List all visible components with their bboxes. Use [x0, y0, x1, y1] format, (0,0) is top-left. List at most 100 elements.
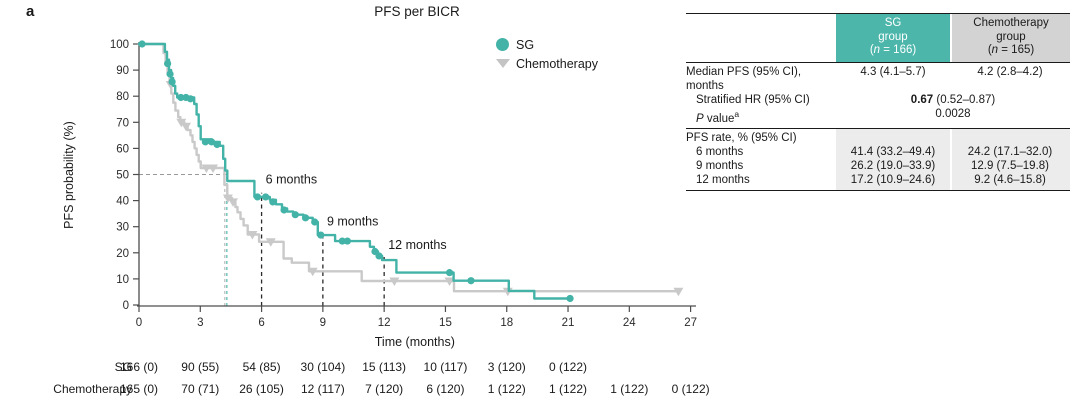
censor-mark-circle — [213, 140, 221, 149]
stratified-hr-row: Stratified HR (95% CI) 0.67 (0.52–0.87) — [686, 93, 1070, 107]
sg-header-line2: group — [878, 30, 908, 43]
landmark-label: 9 months — [327, 214, 378, 228]
risk-row-label: Chemotherapy — [53, 382, 132, 396]
censor-mark-circle — [177, 93, 185, 102]
x-axis-label: Time (months) — [375, 335, 455, 349]
p-value-row: P valuea 0.0028 — [686, 107, 1070, 126]
sg-circle-icon — [496, 38, 509, 51]
rate-empty-chemo — [950, 131, 1070, 145]
censor-mark-circle — [201, 138, 209, 146]
rate-12mo-chemo: 9.2 (4.6–15.8) — [974, 174, 1046, 187]
censor-mark-circle — [338, 237, 346, 245]
risk-table-value: 90 (55) — [181, 360, 219, 374]
sg-header-line1: SG — [884, 17, 902, 29]
censor-mark-triangle — [307, 267, 318, 277]
y-tick-label: 100 — [110, 39, 129, 51]
x-tick-label: 15 — [439, 317, 452, 329]
chemo-header-line2: group — [996, 30, 1026, 43]
table-bottom-rule — [686, 190, 1070, 192]
rate-shading-sg — [836, 129, 950, 191]
pfs-rate-header-row: PFS rate, % (95% CI) — [686, 131, 1070, 145]
risk-table-value: 3 (120) — [488, 360, 526, 374]
risk-table-value: 1 (122) — [549, 382, 587, 396]
censor-mark-circle — [291, 211, 299, 219]
rate-row-9mo: 9 months 26.2 (19.0–33.9) 12.9 (7.5–19.8… — [686, 159, 1070, 173]
axes: 0 10 20 30 40 50 60 70 80 90 100 0 3 6 9 12 15 18 21 24 27 Ti… — [62, 39, 697, 349]
censor-mark-circle — [301, 214, 310, 222]
censor-mark-circle — [168, 78, 176, 86]
rate-6mo-chemo: 24.2 (17.1–32.0) — [967, 146, 1053, 159]
risk-table-value: 166 (0) — [120, 360, 158, 374]
rate-6mo-label: 6 months — [696, 146, 744, 159]
table-top-rule — [686, 13, 1070, 14]
censor-mark-circle — [375, 252, 383, 260]
censor-mark-circle — [317, 231, 325, 239]
censor-mark-triangle — [265, 238, 276, 247]
median-pfs-row: Median PFS (95% CI), months 4.3 (4.1–5.7… — [686, 65, 1070, 93]
landmark-label: 12 months — [388, 238, 446, 252]
x-tick-label: 18 — [500, 317, 513, 329]
rate-9mo-label: 9 months — [696, 160, 744, 173]
risk-table-value: 1 (122) — [610, 382, 648, 396]
median-pfs-chemo-value: 4.2 (2.8–4.2) — [977, 65, 1043, 78]
censor-mark-circle — [311, 218, 319, 226]
x-tick-label: 27 — [684, 317, 697, 329]
censor-mark-circle — [186, 95, 195, 103]
y-tick-label: 60 — [116, 143, 129, 155]
rate-empty-sg — [836, 131, 950, 145]
stats-table: SG group (n = 166) Chemotherapy group (n… — [686, 13, 1070, 192]
censor-mark-circle — [166, 70, 174, 78]
censor-mark-triangle — [673, 287, 684, 297]
stats-header-spacer — [686, 14, 836, 62]
censor-mark-triangle — [208, 164, 218, 173]
y-tick-label: 0 — [123, 300, 129, 312]
x-tick-label: 6 — [258, 317, 264, 329]
stats-header-chemotherapy: Chemotherapy group (n = 165) — [952, 14, 1070, 62]
censor-mark-triangle — [389, 277, 400, 286]
stats-body: Median PFS (95% CI), months 4.3 (4.1–5.7… — [686, 63, 1070, 129]
chemotherapy-curve — [137, 42, 684, 297]
risk-table-value: 70 (71) — [181, 382, 219, 396]
median-reference-lines — [139, 173, 228, 306]
censor-mark-circle — [445, 269, 454, 277]
censor-mark-triangle — [222, 194, 233, 203]
y-tick-label: 10 — [116, 274, 129, 286]
risk-table-value: 1 (122) — [488, 382, 526, 396]
rate-12mo-label: 12 months — [696, 174, 750, 187]
censor-mark-circle — [269, 198, 277, 206]
legend-item-sg: SG — [496, 35, 598, 54]
y-axis-label: PFS probability (%) — [62, 121, 76, 229]
chemo-header-n: (n = 165) — [987, 44, 1035, 56]
censor-mark-circle — [467, 277, 475, 285]
censor-mark-circle — [164, 59, 172, 68]
censor-mark-triangle — [181, 122, 191, 132]
x-tick-label: 24 — [623, 317, 636, 329]
x-tick-label: 0 — [136, 317, 142, 329]
chart-title: PFS per BICR — [374, 4, 460, 19]
rate-shading-chemo — [952, 129, 1070, 191]
censor-mark-circle — [253, 193, 262, 201]
stratified-hr-label: Stratified HR (95% CI) — [696, 93, 810, 106]
y-tick-label: 50 — [116, 170, 129, 182]
risk-table-value: 10 (117) — [424, 360, 468, 374]
x-tick-label: 9 — [320, 317, 326, 329]
rate-row-6mo: 6 months 41.4 (33.2–49.4) 24.2 (17.1–32.… — [686, 145, 1070, 159]
median-pfs-label: Median PFS (95% CI), months — [686, 65, 802, 92]
risk-table-value: 6 (120) — [426, 382, 464, 396]
censor-mark-triangle — [247, 231, 258, 240]
risk-table-value: 165 (0) — [120, 382, 158, 396]
censor-mark-triangle — [228, 198, 238, 207]
risk-table-value: 15 (113) — [362, 360, 406, 374]
y-tick-label: 20 — [116, 248, 129, 260]
chemo-header-line1: Chemotherapy — [973, 17, 1049, 29]
stats-header-sg: SG group (n = 166) — [836, 14, 950, 62]
censor-mark-circle — [566, 294, 574, 303]
rate-6mo-sg: 41.4 (33.2–49.4) — [850, 146, 936, 159]
x-tick-label: 3 — [197, 317, 203, 329]
legend-label-chemotherapy: Chemotherapy — [516, 56, 598, 71]
risk-table-value: 26 (105) — [239, 382, 284, 396]
y-tick-label: 70 — [116, 117, 129, 129]
